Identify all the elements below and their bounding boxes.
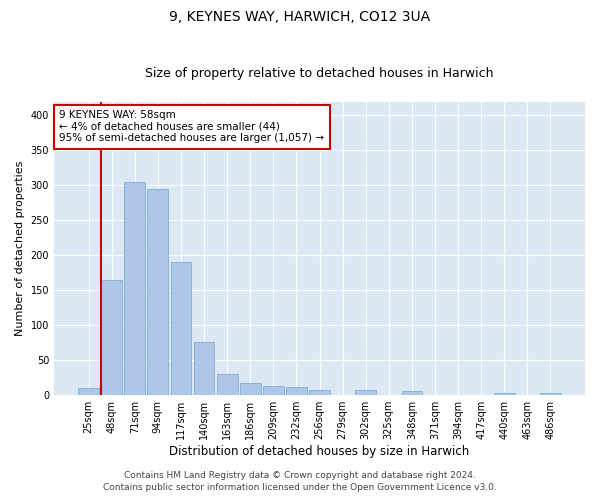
Bar — [124, 182, 145, 394]
Bar — [286, 387, 307, 394]
Bar — [101, 280, 122, 394]
Bar — [194, 342, 214, 394]
Text: Contains HM Land Registry data © Crown copyright and database right 2024.
Contai: Contains HM Land Registry data © Crown c… — [103, 471, 497, 492]
Text: 9 KEYNES WAY: 58sqm
← 4% of detached houses are smaller (44)
95% of semi-detache: 9 KEYNES WAY: 58sqm ← 4% of detached hou… — [59, 110, 325, 144]
Text: 9, KEYNES WAY, HARWICH, CO12 3UA: 9, KEYNES WAY, HARWICH, CO12 3UA — [169, 10, 431, 24]
Bar — [263, 386, 284, 394]
Bar — [170, 262, 191, 394]
Bar — [401, 391, 422, 394]
Bar — [309, 390, 330, 394]
Bar — [355, 390, 376, 394]
Y-axis label: Number of detached properties: Number of detached properties — [15, 160, 25, 336]
X-axis label: Distribution of detached houses by size in Harwich: Distribution of detached houses by size … — [169, 444, 470, 458]
Bar — [240, 383, 260, 394]
Bar — [217, 374, 238, 394]
Bar — [148, 189, 168, 394]
Title: Size of property relative to detached houses in Harwich: Size of property relative to detached ho… — [145, 66, 494, 80]
Bar — [78, 388, 99, 394]
